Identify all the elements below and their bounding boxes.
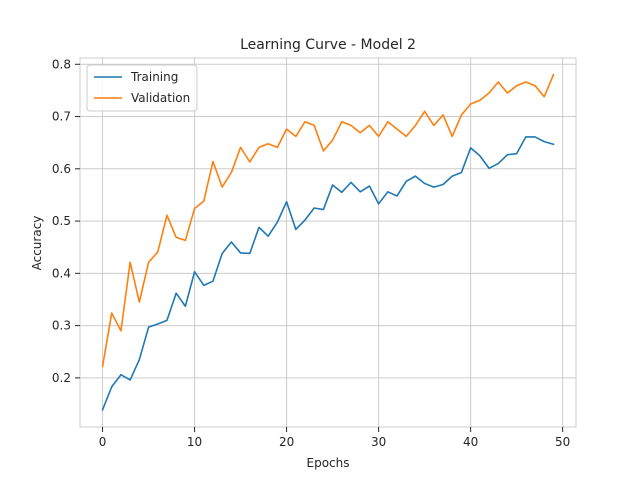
x-axis-label: Epochs — [307, 456, 350, 470]
plot-border — [79, 57, 577, 428]
y-tick-label: 0.3 — [52, 319, 71, 333]
series-lines — [101, 73, 555, 411]
chart-title: Learning Curve - Model 2 — [240, 37, 416, 53]
y-tick-label: 0.7 — [52, 110, 71, 124]
series-line-training — [101, 136, 555, 411]
x-tick-label: 20 — [279, 435, 294, 449]
y-tick-label: 0.5 — [52, 214, 71, 228]
x-tick-label: 30 — [371, 435, 386, 449]
x-tick-label: 50 — [555, 435, 570, 449]
legend: Training Validation — [86, 64, 198, 112]
grid — [80, 58, 576, 427]
legend-label-training: Training — [130, 70, 178, 84]
x-tick-label: 10 — [187, 435, 202, 449]
x-tick-label: 0 — [99, 435, 107, 449]
axis-ticks: 0 10 20 30 40 50 0.2 0.3 0.4 0.5 0.6 0.7 0.8 — [52, 57, 570, 449]
legend-label-validation: Validation — [131, 91, 190, 105]
y-axis-label: Accuracy — [30, 216, 44, 271]
y-tick-label: 0.8 — [52, 57, 71, 71]
y-tick-label: 0.4 — [52, 266, 71, 280]
plot-area — [80, 58, 576, 427]
x-tick-label: 40 — [463, 435, 478, 449]
y-tick-label: 0.6 — [52, 162, 71, 176]
y-tick-label: 0.2 — [52, 371, 71, 385]
series-line-validation — [101, 73, 555, 368]
axes-frame — [79, 57, 577, 428]
